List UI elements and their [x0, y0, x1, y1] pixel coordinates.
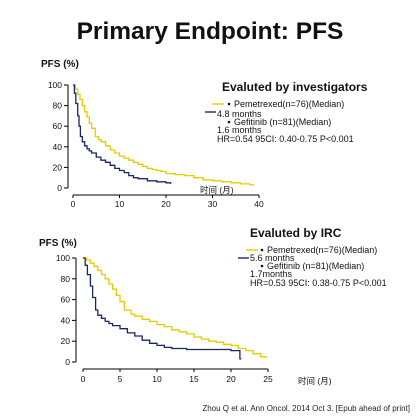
- y-tick-label: 0: [65, 357, 70, 367]
- y-tick-label: 80: [53, 101, 63, 111]
- legend-bullet-icon: [227, 102, 231, 106]
- x-axis-title: 时间 (月): [200, 185, 234, 195]
- series-line-pemetrexed: [73, 84, 255, 186]
- legend: Evaluted by investigators Pemetrexed(n=7…: [205, 80, 368, 144]
- chart-marks: 0 20 40 60 80 100 0 10 20 30 40: [48, 80, 264, 209]
- y-tick-label: 100: [48, 80, 62, 90]
- x-tick-label: 25: [263, 374, 273, 384]
- legend-bullet-icon: [260, 264, 264, 268]
- legend-bullet-icon: [260, 248, 264, 252]
- citation-footer: Zhou Q et al. Ann Oncol. 2014 Oct 3. [Ep…: [202, 404, 410, 413]
- y-tick-label: 60: [53, 121, 63, 131]
- hazard-ratio-annotation: HR=0.54 95CI: 0.40-0.75 P<0.001: [217, 134, 354, 144]
- y-tick-label: 100: [56, 253, 70, 263]
- median-pemetrexed: 4.8 months: [217, 109, 262, 119]
- legend-label-pemetrexed: Pemetrexed(n=76)(Median): [267, 245, 377, 255]
- y-tick-label: 60: [61, 295, 71, 305]
- y-tick-label: 40: [61, 315, 71, 325]
- median-pemetrexed: 5.6 months: [250, 253, 295, 263]
- legend-title: Evaluted by IRC: [250, 226, 342, 240]
- median-gefitinib: 1.7months: [250, 269, 293, 279]
- legend-label-pemetrexed: Pemetrexed(n=76)(Median): [234, 99, 344, 109]
- x-tick-label: 10: [152, 374, 162, 384]
- y-tick-label: 20: [61, 336, 71, 346]
- x-tick-label: 30: [208, 199, 218, 209]
- series-line-pemetrexed: [83, 257, 268, 358]
- chart-marks: 0 20 40 60 80 100 0 5 10 15 20 25: [56, 253, 273, 384]
- x-tick-label: 15: [189, 374, 199, 384]
- pfs-chart-irc: PFS (%) 0 20 40 60 80 100 0 5 10 15 20 25 时间 (月) Ev…: [39, 226, 387, 386]
- legend-label-gefitinib: Gefitinib (n=81)(Median): [267, 261, 364, 271]
- y-tick-label: 0: [57, 183, 62, 193]
- x-tick-label: 40: [254, 199, 264, 209]
- series-line-gefitinib: [83, 257, 242, 360]
- median-gefitinib: 1.6 months: [217, 125, 262, 135]
- slide-title: Primary Endpoint: PFS: [77, 18, 344, 45]
- x-tick-label: 5: [118, 374, 123, 384]
- legend-label-gefitinib: Gefitinib (n=81)(Median): [234, 117, 331, 127]
- x-axis-title: 时间 (月): [298, 376, 332, 386]
- y-tick-label: 80: [61, 274, 71, 284]
- legend-bullet-icon: [227, 120, 231, 124]
- pfs-chart-investigators: PFS (%) 0 20 40 60 80 100 0 10 20 30 40 时间 (月) Eva…: [41, 59, 368, 209]
- legend-title: Evaluted by investigators: [222, 80, 368, 94]
- y-tick-label: 20: [53, 162, 63, 172]
- y-axis-title: PFS (%): [39, 238, 77, 249]
- x-tick-label: 0: [71, 199, 76, 209]
- x-tick-label: 20: [226, 374, 236, 384]
- x-tick-label: 10: [115, 199, 125, 209]
- series-line-gefitinib: [73, 84, 172, 184]
- y-axis-title: PFS (%): [41, 59, 79, 70]
- hazard-ratio-annotation: HR=0.53 95CI: 0.38-0.75 P<0.001: [250, 278, 387, 288]
- x-tick-label: 0: [81, 374, 86, 384]
- legend: Evaluted by IRC Pemetrexed(n=76)(Median)…: [238, 226, 387, 288]
- y-tick-label: 40: [53, 142, 63, 152]
- x-tick-label: 20: [161, 199, 171, 209]
